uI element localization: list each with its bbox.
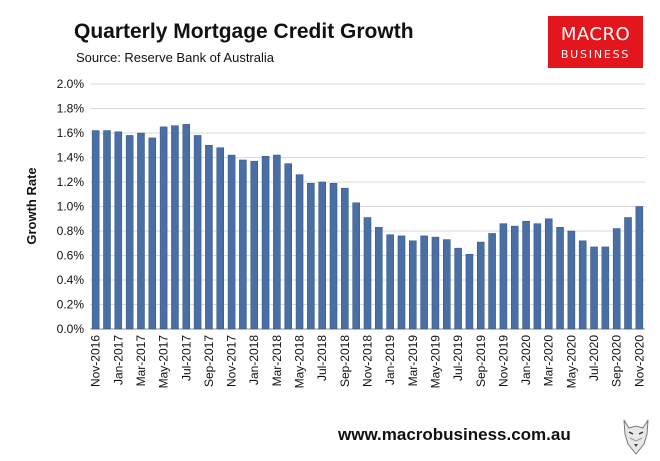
x-tick-label: Sep-2019 — [474, 335, 488, 387]
y-tick-label: 1.8% — [57, 102, 85, 116]
bar — [171, 125, 179, 330]
bar — [409, 240, 417, 330]
bar — [454, 247, 462, 330]
bar — [250, 160, 258, 330]
x-tick-label: Sep-2017 — [202, 335, 216, 387]
y-tick-label: 2.0% — [57, 77, 85, 91]
bar — [375, 227, 383, 330]
y-tick-label: 1.0% — [57, 200, 85, 214]
bar — [363, 217, 372, 330]
wolf-mascot-icon — [623, 419, 649, 455]
bar — [635, 206, 644, 330]
x-tick-label: Mar-2017 — [134, 335, 148, 387]
y-tick-label: 0.4% — [57, 273, 85, 287]
bar — [477, 241, 485, 330]
logo-line-1: MACRO — [560, 24, 631, 45]
x-tick-label: Jul-2018 — [315, 335, 329, 381]
x-tick-label: Jan-2019 — [383, 335, 397, 385]
bar — [443, 239, 451, 330]
bar — [431, 236, 440, 330]
bar — [601, 246, 610, 330]
bar — [465, 254, 474, 330]
x-tick-label: Nov-2020 — [632, 335, 646, 387]
bar — [318, 181, 326, 330]
logo-line-2: BUSINESS — [560, 48, 631, 61]
bar — [510, 225, 519, 330]
bar — [341, 187, 349, 330]
y-tick-label: 0.2% — [57, 298, 85, 312]
x-tick-label: Jul-2020 — [587, 335, 601, 381]
bar — [227, 154, 236, 330]
bar — [556, 227, 564, 330]
x-tick-label: May-2019 — [428, 335, 442, 389]
website-url[interactable]: www.macrobusiness.com.au — [338, 425, 571, 444]
y-tick-label: 1.6% — [57, 126, 85, 140]
x-tick-label: Mar-2019 — [406, 335, 420, 387]
bar — [488, 233, 496, 330]
y-axis-ticks: 0.0% 0.2% 0.4% 0.6% 0.8% 1.0% 1.2% 1.4% 1.6% 1.8%… — [57, 77, 85, 336]
bar — [103, 130, 111, 330]
bar — [567, 230, 576, 330]
bar — [284, 163, 292, 330]
y-tick-label: 1.2% — [57, 175, 85, 189]
macrobusiness-logo: MACRO BUSINESS — [548, 16, 643, 68]
x-tick-label: Nov-2016 — [89, 335, 103, 387]
bar — [386, 234, 394, 330]
y-tick-label: 0.6% — [57, 249, 85, 263]
bar — [499, 223, 508, 330]
bar — [137, 132, 145, 330]
bar — [125, 135, 134, 330]
x-tick-label: Sep-2018 — [338, 335, 352, 387]
x-axis-ticks: Nov-2016 Jan-2017 Mar-2017 May-2017 Jul-2017… — [89, 335, 647, 389]
x-tick-label: Sep-2020 — [610, 335, 624, 387]
bar — [307, 182, 315, 330]
x-tick-label: Mar-2020 — [542, 335, 556, 387]
x-tick-label: Jan-2018 — [247, 335, 261, 385]
bar — [612, 228, 621, 330]
x-tick-label: Jul-2017 — [179, 335, 193, 381]
x-tick-label: Nov-2018 — [361, 335, 375, 387]
bar — [182, 124, 191, 330]
bar — [329, 182, 338, 330]
x-tick-label: Jan-2017 — [111, 335, 125, 385]
x-tick-label: Nov-2019 — [496, 335, 510, 387]
bar — [148, 137, 157, 330]
bar — [295, 174, 304, 330]
y-tick-label: 0.8% — [57, 224, 85, 238]
bar — [420, 235, 428, 330]
bar — [261, 156, 270, 330]
bar — [533, 223, 542, 330]
y-tick-label: 1.4% — [57, 151, 85, 165]
x-tick-label: Nov-2017 — [225, 335, 239, 387]
bar — [205, 145, 213, 330]
bar — [352, 202, 360, 330]
y-tick-label: 0.0% — [57, 322, 85, 336]
x-tick-label: Jul-2019 — [451, 335, 465, 381]
bar — [216, 147, 225, 330]
bar — [522, 220, 530, 330]
bar — [273, 154, 281, 330]
bar — [239, 159, 247, 330]
x-tick-label: Jan-2020 — [519, 335, 533, 385]
bar — [397, 235, 406, 330]
x-tick-label: May-2018 — [293, 335, 307, 389]
bar — [624, 217, 632, 330]
bar — [193, 135, 202, 330]
chart-subtitle: Source: Reserve Bank of Australia — [76, 50, 274, 65]
chart-title: Quarterly Mortgage Credit Growth — [74, 20, 414, 43]
x-tick-label: Mar-2018 — [270, 335, 284, 387]
bar-chart: 0.0% 0.2% 0.4% 0.6% 0.8% 1.0% 1.2% 1.4% 1.6% 1.8%… — [24, 77, 647, 389]
x-tick-label: May-2020 — [564, 335, 578, 389]
y-axis-label: Growth Rate — [24, 167, 39, 244]
bar — [91, 130, 100, 330]
bar — [159, 126, 168, 330]
bars — [91, 124, 644, 330]
x-tick-label: May-2017 — [157, 335, 171, 389]
bar — [114, 131, 123, 330]
bar — [590, 246, 598, 330]
bar — [544, 218, 553, 330]
bar — [578, 240, 587, 330]
